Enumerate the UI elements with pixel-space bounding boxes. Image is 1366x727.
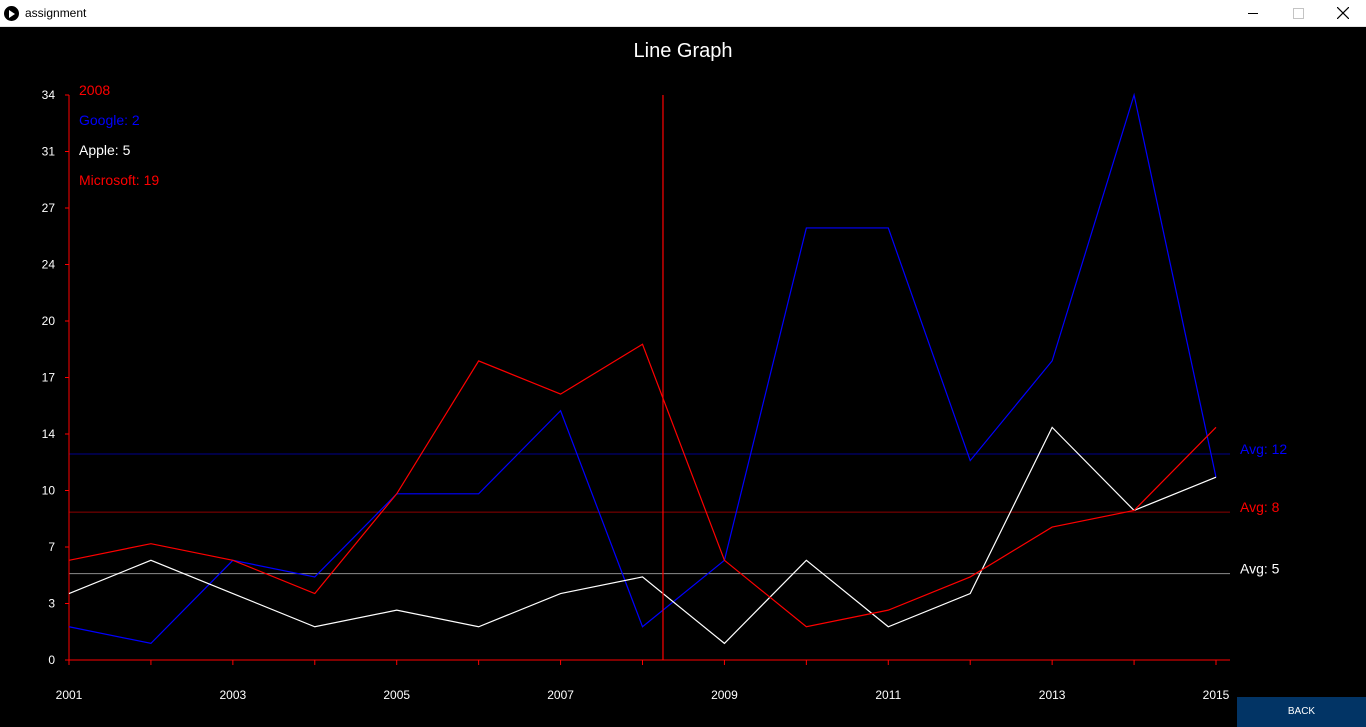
y-tick-label: 20 xyxy=(42,314,56,328)
hover-year-label: 2008 xyxy=(79,82,110,98)
hover-value-label: Apple: 5 xyxy=(79,142,131,158)
x-tick-label: 2003 xyxy=(220,688,247,702)
chart-title: Line Graph xyxy=(634,40,733,62)
y-tick-label: 14 xyxy=(42,427,56,441)
x-tick-label: 2007 xyxy=(547,688,574,702)
series-line-google xyxy=(68,92,1217,645)
x-tick-label: 2009 xyxy=(711,688,738,702)
y-tick-label: 3 xyxy=(48,597,55,611)
y-tick-label: 24 xyxy=(42,258,56,272)
average-label: Avg: 8 xyxy=(1240,499,1280,515)
back-button[interactable]: BACK xyxy=(1237,697,1366,727)
x-tick-label: 2011 xyxy=(875,688,901,702)
close-button[interactable] xyxy=(1320,0,1366,27)
title-bar: assignment xyxy=(0,0,1366,27)
average-label: Avg: 12 xyxy=(1240,441,1287,457)
close-icon xyxy=(1337,7,1349,19)
y-tick-label: 34 xyxy=(42,88,56,102)
x-tick-label: 2001 xyxy=(56,688,83,702)
x-tick-label: 2005 xyxy=(383,688,410,702)
play-icon xyxy=(4,6,19,21)
x-tick-label: 2015 xyxy=(1203,688,1230,702)
hover-value-label: Microsoft: 19 xyxy=(79,172,159,188)
line-chart[interactable]: Line Graph Avg: 12 Avg: 8 Avg: 5 0 3 7 10 14 17 20… xyxy=(0,27,1366,727)
y-tick-label: 31 xyxy=(42,145,56,159)
window-title: assignment xyxy=(25,6,87,20)
y-tick-label: 17 xyxy=(42,371,56,385)
x-tick-label: 2013 xyxy=(1039,688,1066,702)
maximize-button[interactable] xyxy=(1275,0,1321,27)
series-line-microsoft xyxy=(68,343,1217,628)
average-label: Avg: 5 xyxy=(1240,561,1280,577)
y-tick-label: 7 xyxy=(48,540,55,554)
chart-area: Line Graph Avg: 12 Avg: 8 Avg: 5 0 3 7 10 14 17 20… xyxy=(0,27,1366,727)
minimize-button[interactable] xyxy=(1230,0,1276,27)
y-tick-label: 10 xyxy=(42,484,56,498)
series-line-apple xyxy=(68,426,1217,645)
y-tick-label: 0 xyxy=(48,653,55,667)
hover-value-label: Google: 2 xyxy=(79,112,140,128)
y-tick-label: 27 xyxy=(42,201,56,215)
